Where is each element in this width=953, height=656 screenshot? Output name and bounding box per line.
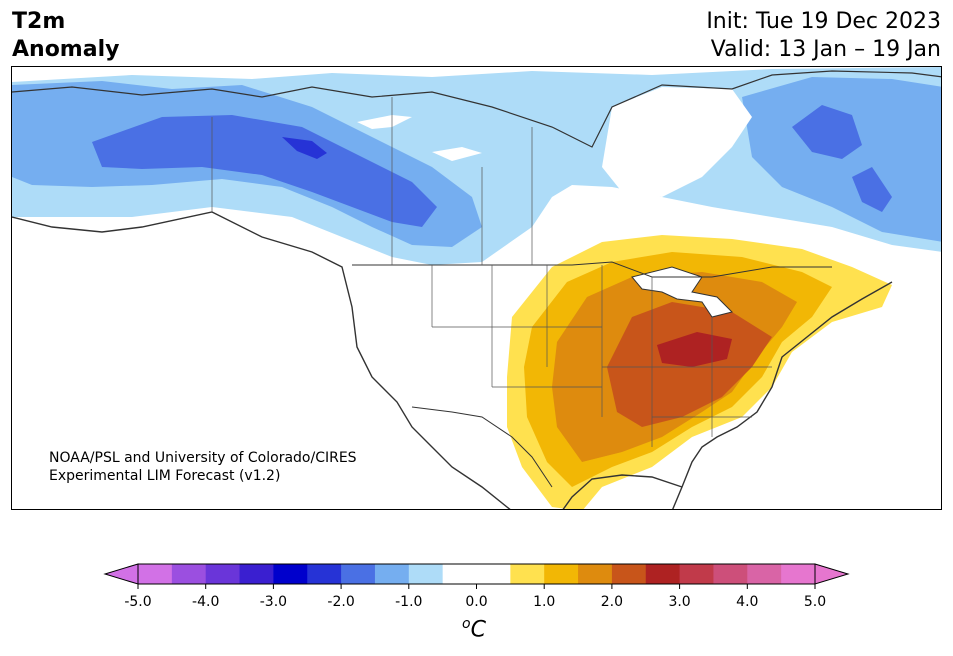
- colorbar-cell: [578, 564, 613, 584]
- colorbar-over-triangle: [814, 563, 850, 585]
- colorbar-cell: [171, 564, 207, 584]
- warm-anomaly-core: [657, 332, 732, 367]
- colorbar-under-triangle: [103, 563, 139, 585]
- cold-anomaly-labrador: [852, 167, 892, 212]
- anomaly-map: [11, 66, 942, 510]
- colorbar: -5.0 -4.0 -3.0 -2.0 -1.0 0.0 1.0 2.0 3.0 4.0 5.0: [103, 563, 850, 610]
- coastline-gulf: [562, 474, 683, 509]
- credit-line-1: NOAA/PSL and University of Colorado/CIRE…: [49, 450, 357, 466]
- colorbar-tick-label: 1.0: [533, 594, 555, 610]
- colorbar-tick-label: 2.0: [601, 594, 623, 610]
- title-type: Anomaly: [12, 37, 120, 62]
- us-canada-border: [352, 261, 832, 278]
- map-canvas: [12, 67, 941, 509]
- colorbar-cell: [781, 564, 816, 584]
- colorbar-cell: [374, 564, 410, 584]
- colorbar-cell: [273, 564, 308, 584]
- unit-degree: o: [462, 616, 471, 632]
- colorbar-cell: [476, 564, 511, 584]
- coastline-arctic: [12, 70, 941, 148]
- colorbar-tick-label: 0.0: [465, 594, 487, 610]
- coastline-atlantic: [672, 281, 893, 509]
- figure-title-right: Init: Tue 19 Dec 2023 Valid: 13 Jan – 19…: [706, 8, 941, 64]
- state-lines: [211, 97, 772, 447]
- colorbar-cell: [679, 564, 714, 584]
- figure-title-left: T2m Anomaly: [12, 8, 119, 64]
- colorbar-tick-label: -1.0: [395, 594, 422, 610]
- great-slave-lake: [357, 115, 412, 129]
- colorbar-cell: [239, 564, 274, 584]
- colorbar-cell: [205, 564, 241, 584]
- colorbar-ticks: -5.0 -4.0 -3.0 -2.0 -1.0 0.0 1.0 2.0 3.0 4.0 5.0: [124, 584, 826, 610]
- init-date: Init: Tue 19 Dec 2023: [706, 9, 941, 34]
- colorbar-cell: [747, 564, 782, 584]
- us-mexico-border: [411, 406, 553, 488]
- colorbar-cell: [713, 564, 748, 584]
- colorbar-unit: oC: [462, 616, 486, 642]
- cold-anomaly-east: [742, 77, 941, 242]
- great-bear-lake: [432, 147, 482, 161]
- colorbar-cell: [341, 564, 376, 584]
- cold-anomaly-core: [282, 137, 327, 159]
- colorbar-cell: [138, 564, 173, 584]
- colorbar-cell: [611, 564, 647, 584]
- great-lakes: [631, 266, 733, 318]
- colorbar-tick-label: -4.0: [192, 594, 219, 610]
- credit-text: NOAA/PSL and University of Colorado/CIRE…: [49, 449, 357, 485]
- colorbar-tick-label: -2.0: [327, 594, 354, 610]
- coastline-pacific: [12, 211, 511, 509]
- colorbar-cells: [138, 564, 816, 584]
- cold-anomaly-strong: [92, 115, 437, 227]
- colorbar-cell: [442, 564, 477, 584]
- credit-line-2: Experimental LIM Forecast (v1.2): [49, 468, 281, 484]
- colorbar-tick-label: -3.0: [260, 594, 287, 610]
- colorbar-cell: [645, 564, 681, 584]
- colorbar-cell: [408, 564, 444, 584]
- colorbar-tick-label: 4.0: [736, 594, 758, 610]
- colorbar-cell: [510, 564, 545, 584]
- valid-range: Valid: 13 Jan – 19 Jan: [710, 37, 941, 62]
- cold-anomaly-east-strong: [792, 105, 862, 159]
- colorbar-tick-label: -5.0: [124, 594, 151, 610]
- hudson-bay: [602, 87, 752, 197]
- colorbar-tick-label: 3.0: [668, 594, 690, 610]
- colorbar-cell: [307, 564, 342, 584]
- colorbar-tick-label: 5.0: [804, 594, 826, 610]
- unit-celsius: C: [470, 617, 486, 643]
- title-variable: T2m: [12, 9, 66, 34]
- colorbar-cell: [544, 564, 579, 584]
